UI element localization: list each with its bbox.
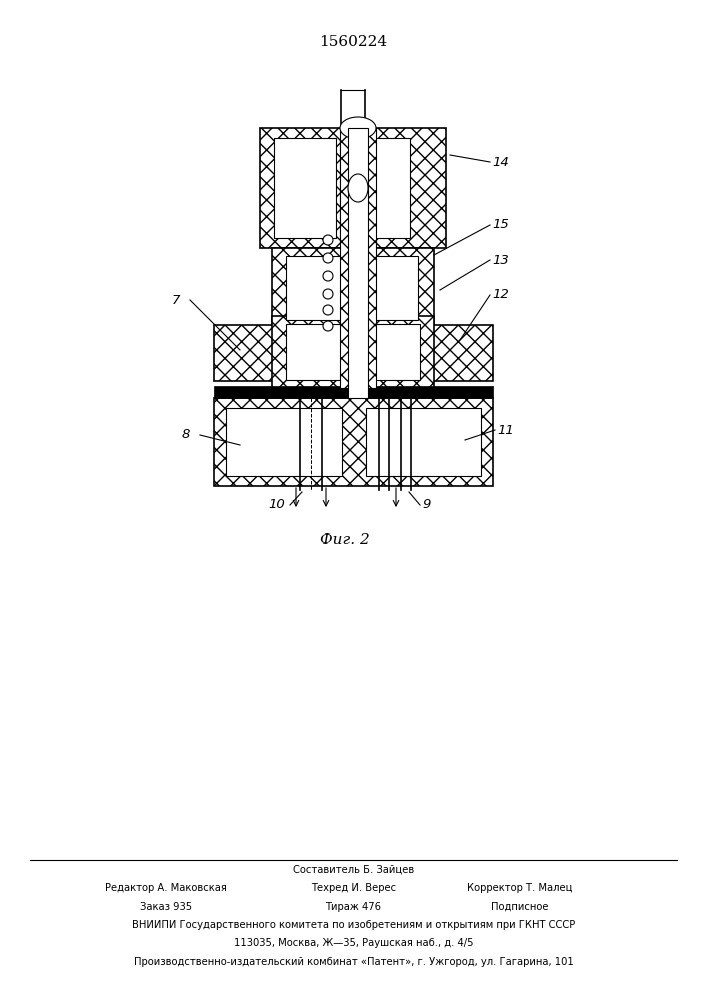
Text: 12: 12 (492, 288, 509, 302)
Text: 11: 11 (497, 424, 514, 436)
Text: Производственно-издательский комбинат «Патент», г. Ужгород, ул. Гагарина, 101: Производственно-издательский комбинат «П… (134, 957, 573, 967)
Text: 113035, Москва, Ж—35, Раушская наб., д. 4/5: 113035, Москва, Ж—35, Раушская наб., д. … (234, 938, 473, 948)
Bar (214, 386, 493, 398)
Text: Заказ 935: Заказ 935 (140, 902, 192, 912)
Ellipse shape (340, 117, 376, 139)
Bar (274, 138, 336, 238)
Bar (286, 256, 342, 320)
Circle shape (323, 321, 333, 331)
Text: ВНИИПИ Государственного комитета по изобретениям и открытиям при ГКНТ СССР: ВНИИПИ Государственного комитета по изоб… (132, 920, 575, 930)
Text: Подписное: Подписное (491, 902, 549, 912)
Circle shape (323, 271, 333, 281)
Text: Редактор А. Маковская: Редактор А. Маковская (105, 883, 227, 893)
Bar (272, 316, 434, 388)
Text: 1560224: 1560224 (319, 35, 387, 49)
Bar (226, 408, 342, 476)
Text: 15: 15 (492, 219, 509, 232)
Text: Фиг. 2: Фиг. 2 (320, 533, 370, 547)
Bar (346, 256, 418, 320)
Text: 10: 10 (268, 498, 285, 512)
Bar (214, 325, 274, 381)
Bar (340, 128, 376, 388)
Circle shape (323, 253, 333, 263)
Bar (433, 325, 493, 381)
Text: Корректор Т. Малец: Корректор Т. Малец (467, 883, 573, 893)
Bar (272, 248, 434, 328)
Text: 9: 9 (422, 498, 431, 512)
Bar (214, 398, 493, 486)
Text: 8: 8 (182, 428, 190, 442)
Bar (286, 324, 420, 380)
Circle shape (323, 235, 333, 245)
Text: Техред И. Верес: Техред И. Верес (311, 883, 396, 893)
Bar (348, 128, 368, 398)
Text: 14: 14 (492, 155, 509, 168)
Text: 7: 7 (172, 294, 180, 306)
Bar (366, 408, 481, 476)
Bar (260, 128, 446, 248)
Bar (340, 138, 410, 238)
Circle shape (323, 305, 333, 315)
Text: 13: 13 (492, 253, 509, 266)
Ellipse shape (348, 174, 368, 202)
Text: Составитель Б. Зайцев: Составитель Б. Зайцев (293, 865, 414, 875)
Text: Тираж 476: Тираж 476 (325, 902, 382, 912)
Circle shape (323, 289, 333, 299)
